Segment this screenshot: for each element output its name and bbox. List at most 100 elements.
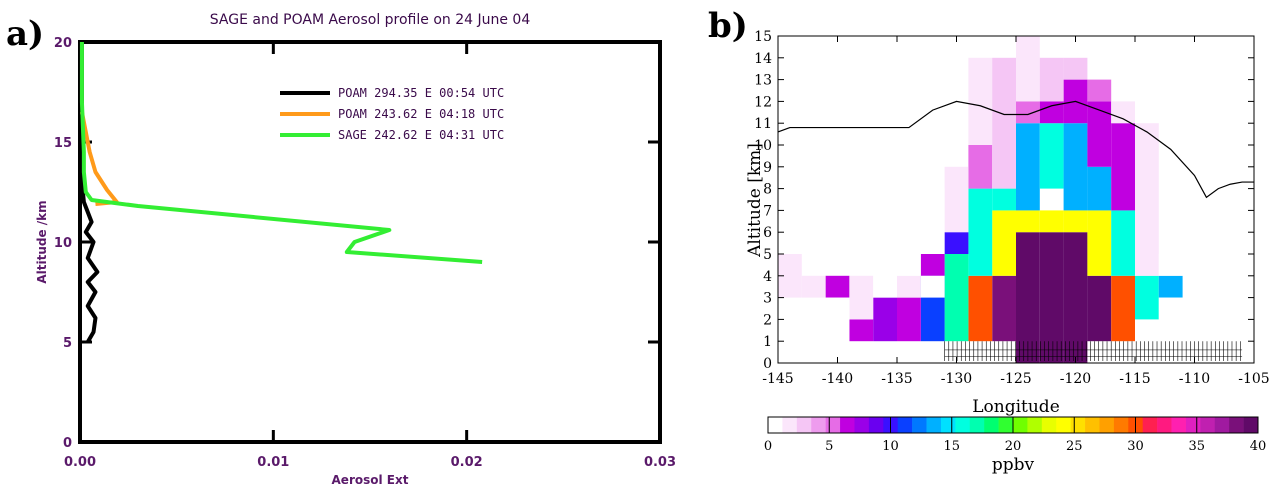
heatmap-cell (1063, 210, 1088, 233)
colorbar-swatch (1070, 417, 1086, 433)
x-tick-label-b: -140 (822, 371, 853, 387)
heatmap-cell (1158, 297, 1183, 320)
y-tick-label-b: 10 (754, 138, 772, 154)
heatmap-cell (1016, 36, 1040, 102)
heatmap-cell (968, 145, 993, 189)
instrument-marks (944, 341, 1241, 361)
heatmap-cell (992, 188, 1016, 211)
heatmap-cell (873, 297, 897, 342)
x-tick-label-b: -135 (881, 371, 912, 387)
heatmap-cell (920, 188, 945, 254)
heatmap-cell (1087, 101, 1112, 167)
heatmap-cell (1087, 275, 1112, 342)
heatmap-cell (778, 254, 802, 298)
colorbar-swatch (840, 417, 855, 433)
heatmap-cell (1111, 275, 1135, 342)
y-tick-label-b: 12 (754, 94, 772, 110)
colorbar-swatch (1157, 417, 1172, 433)
x-axis-label-b: Longitude (972, 397, 1060, 417)
y-axis-label-b: Altitude [km] (745, 143, 765, 258)
colorbar-swatch (912, 417, 927, 433)
colorbar-swatch (984, 417, 999, 433)
colorbar-swatch (969, 417, 985, 433)
x-tick-label: 0.02 (451, 455, 483, 470)
y-tick-label-b: 15 (754, 29, 772, 45)
legend-label-3: SAGE 242.62 E 04:31 UTC (338, 128, 504, 142)
heatmap-cell (1063, 232, 1088, 363)
colorbar-swatch (811, 417, 826, 433)
heatmap-cell (873, 275, 897, 298)
colorbar-swatch (897, 417, 913, 433)
heatmap-cell (1158, 254, 1183, 276)
y-tick-label-b: 8 (763, 182, 772, 198)
colorbar-tick-label: 35 (1188, 439, 1205, 454)
y-tick-label-b: 2 (763, 312, 772, 328)
y-tick-label-b: 9 (763, 160, 772, 176)
heatmap-cell (968, 275, 993, 342)
heatmap-cell (920, 275, 945, 298)
heatmap-cell (1016, 123, 1040, 211)
heatmap-cell (825, 275, 850, 298)
colorbar-swatch (1113, 417, 1129, 433)
series-line-1 (79, 42, 100, 344)
colorbar-tick-label: 40 (1250, 439, 1267, 454)
heatmap-cell (1087, 79, 1112, 102)
series-line-3 (79, 42, 483, 264)
x-axis-label: Aerosol Ext (332, 473, 409, 487)
y-tick-label: 10 (54, 236, 72, 251)
heatmap-cell (1087, 210, 1112, 276)
y-tick-label: 15 (54, 136, 72, 151)
y-tick-label-b: 7 (763, 203, 772, 219)
colorbar-swatch (768, 417, 783, 433)
heatmap-cell (1135, 123, 1159, 276)
heatmap-cell (992, 210, 1016, 276)
x-tick-label-b: -130 (941, 371, 972, 387)
heatmap-cell (1039, 57, 1064, 102)
colorbar-swatch (955, 417, 971, 433)
heatmap-cell (1111, 101, 1135, 124)
heatmap-cell (1039, 232, 1064, 363)
colorbar-tick-label: 20 (1005, 439, 1022, 454)
colorbar-swatch (1041, 417, 1057, 433)
heatmap-cell (897, 275, 921, 298)
colorbar-tick-label: 30 (1127, 439, 1144, 454)
y-tick-label-b: 6 (763, 225, 772, 241)
colorbar-swatch (1185, 417, 1201, 433)
x-tick-label-b: -105 (1238, 371, 1269, 387)
heatmap-cell (1016, 210, 1040, 233)
x-tick-label: 0.00 (64, 455, 96, 470)
heatmap-cell (968, 188, 993, 276)
heatmap-cell (968, 57, 993, 145)
heatmap-cell (1016, 232, 1040, 363)
heatmap-cell (920, 254, 945, 276)
x-tick-label-b: -110 (1179, 371, 1210, 387)
x-tick-label-b: -145 (762, 371, 793, 387)
heatmap-cell (944, 254, 969, 342)
x-tick-label-b: -120 (1060, 371, 1091, 387)
y-tick-label-b: 5 (763, 247, 772, 263)
tropopause-line (777, 100, 1254, 199)
heatmap-cell (849, 319, 874, 342)
colorbar-swatch (926, 417, 942, 433)
heatmap-cell (1016, 101, 1040, 124)
colorbar-tick-label: 25 (1066, 439, 1083, 454)
colorbar-swatch (1200, 417, 1216, 433)
x-tick-label: 0.03 (644, 455, 676, 470)
legend-label-1: POAM 294.35 E 00:54 UTC (338, 86, 504, 100)
y-tick-label-b: 4 (763, 269, 772, 285)
colorbar-tick-label: 5 (825, 439, 833, 454)
heatmap-cell (1158, 275, 1183, 298)
panel-letter-a: a) (6, 14, 45, 54)
y-tick-label-b: 0 (763, 356, 772, 372)
colorbar-swatch (1085, 417, 1100, 433)
colorbar-swatch (782, 417, 798, 433)
heatmap-cell (1111, 123, 1135, 211)
heatmap-cell (944, 232, 969, 254)
y-tick-label: 0 (63, 436, 72, 451)
y-tick-label-b: 1 (763, 334, 772, 350)
colorbar-swatch (998, 417, 1014, 433)
x-tick-label: 0.01 (257, 455, 289, 470)
colorbar-swatch (1142, 417, 1158, 433)
legend-label-2: POAM 243.62 E 04:18 UTC (338, 107, 504, 121)
